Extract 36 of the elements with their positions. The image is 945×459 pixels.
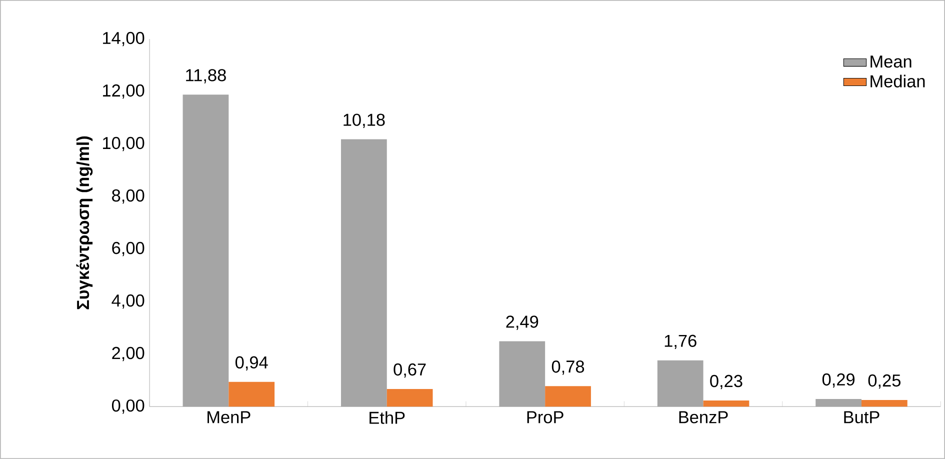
- bar: [499, 341, 546, 407]
- legend-label: Median: [870, 74, 925, 88]
- y-tick-label: 2,00: [112, 346, 144, 362]
- y-tick-label: 4,00: [112, 294, 144, 309]
- bar: [657, 360, 704, 407]
- y-tick-label: 12,00: [103, 84, 144, 99]
- data-label: 0,25: [868, 374, 900, 389]
- legend-label: Mean: [870, 56, 912, 68]
- x-tick-label: ProP: [527, 411, 564, 424]
- data-label: 10,18: [344, 114, 385, 128]
- data-label: 0,29: [822, 373, 855, 388]
- data-label: 0,94: [235, 356, 268, 371]
- data-label: 0,67: [394, 363, 426, 378]
- y-axis-title: Συγκέντρωση (ng/ml): [76, 136, 93, 310]
- x-tick-label: ButP: [844, 411, 880, 424]
- bar: [182, 94, 229, 407]
- bar: [386, 389, 433, 407]
- x-tick-label: MenP: [208, 411, 250, 424]
- bar: [703, 400, 750, 407]
- data-label: 0,23: [710, 374, 742, 390]
- x-tick-label: EthP: [370, 411, 405, 424]
- y-tick-label: 8,00: [112, 189, 144, 204]
- y-tick-label: 0,00: [112, 399, 144, 414]
- bar: [545, 386, 591, 407]
- bar: [816, 399, 862, 407]
- bar: [228, 382, 275, 407]
- data-label: 11,88: [186, 69, 226, 84]
- data-label: 0,78: [552, 360, 584, 375]
- data-label: 1,76: [664, 334, 696, 350]
- y-tick-label: 10,00: [103, 136, 144, 152]
- bar: [861, 400, 908, 407]
- x-tick-label: BenzP: [679, 411, 728, 424]
- data-label: 2,49: [506, 316, 538, 330]
- bar: [340, 139, 387, 407]
- y-tick-label: 6,00: [112, 242, 144, 256]
- y-tick-label: 14,00: [103, 32, 144, 46]
